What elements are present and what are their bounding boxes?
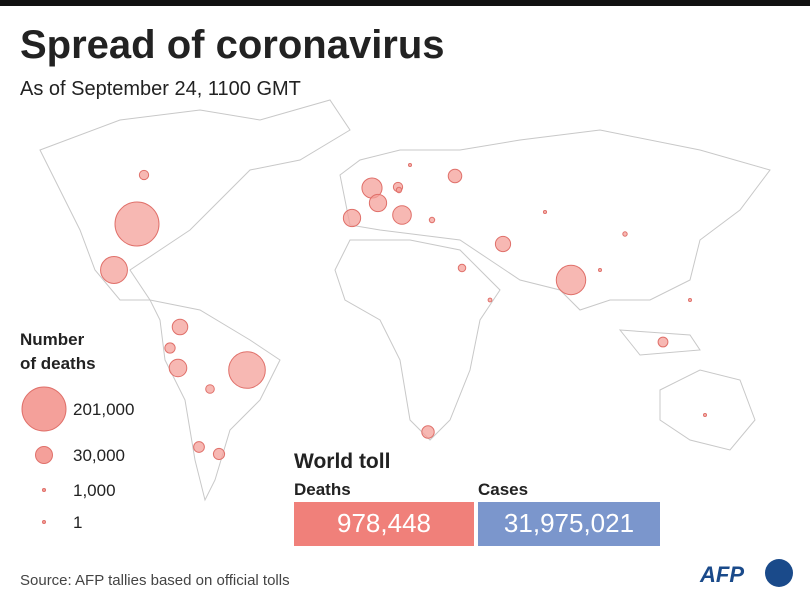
country-bubble [487, 297, 493, 303]
country-bubble [457, 263, 467, 273]
country-bubble [138, 169, 150, 181]
cases-box [478, 502, 660, 546]
legend: 201,000 30,000 1,000 1 [21, 386, 134, 532]
legend-label: 201,000 [73, 400, 134, 419]
country-bubble [114, 201, 160, 247]
country-bubble [421, 425, 435, 439]
country-bubble [447, 168, 463, 184]
country-bubble [542, 209, 548, 215]
title: Spread of coronavirus [20, 23, 445, 67]
legend-label: 1,000 [73, 481, 116, 500]
cases-label: Cases [478, 480, 528, 499]
deaths-value: 978,448 [337, 508, 431, 538]
country-bubble [408, 163, 412, 167]
legend-title: Number [20, 330, 85, 349]
country-bubble [193, 441, 205, 453]
country-bubble [428, 216, 436, 224]
country-bubble [205, 384, 215, 394]
deaths-label: Deaths [294, 480, 351, 499]
world-map [39, 99, 771, 502]
toll-title: World toll [294, 450, 390, 473]
country-bubble [657, 336, 669, 348]
country-bubble [395, 186, 403, 194]
country-bubble [342, 208, 362, 228]
deaths-box [294, 502, 474, 546]
country-bubble [494, 235, 512, 253]
country-bubble [368, 193, 388, 213]
legend-label: 1 [73, 513, 82, 532]
bubbles [100, 163, 707, 461]
legend-title: of deaths [20, 354, 96, 373]
cases-value: 31,975,021 [504, 508, 634, 538]
logo-mark [765, 559, 793, 587]
country-bubble [164, 342, 176, 354]
country-bubble [171, 318, 189, 336]
country-bubble [168, 358, 188, 378]
source: Source: AFP tallies based on official to… [20, 572, 290, 589]
logo: AFP [699, 562, 744, 587]
country-bubble [622, 231, 628, 237]
legend-label: 30,000 [73, 446, 125, 465]
country-bubble [212, 447, 226, 461]
country-bubble [555, 264, 587, 296]
country-bubble [100, 256, 128, 284]
legend-bubble [42, 520, 46, 524]
country-bubble [598, 268, 602, 272]
country-bubble [392, 205, 412, 225]
country-bubble [228, 351, 266, 389]
top-bar [0, 0, 810, 6]
country-bubble [703, 413, 707, 417]
legend-bubble [21, 386, 67, 432]
legend-bubble [35, 446, 53, 464]
subtitle: As of September 24, 1100 GMT [20, 78, 301, 100]
legend-bubble [41, 487, 47, 493]
country-bubble [688, 298, 692, 302]
